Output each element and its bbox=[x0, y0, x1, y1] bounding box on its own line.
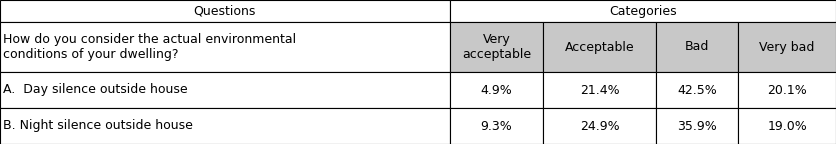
Text: Questions: Questions bbox=[194, 4, 256, 18]
Bar bbox=[0, 22, 450, 72]
Text: 21.4%: 21.4% bbox=[580, 84, 619, 96]
Bar bbox=[0, 108, 450, 144]
Text: Bad: Bad bbox=[685, 40, 710, 54]
Bar bbox=[738, 72, 836, 108]
Bar bbox=[450, 0, 836, 22]
Bar bbox=[450, 72, 543, 108]
Text: 42.5%: 42.5% bbox=[677, 84, 717, 96]
Text: 20.1%: 20.1% bbox=[767, 84, 807, 96]
Text: Very bad: Very bad bbox=[759, 40, 815, 54]
Bar bbox=[0, 72, 450, 108]
Text: How do you consider the actual environmental
conditions of your dwelling?: How do you consider the actual environme… bbox=[3, 33, 296, 61]
Bar bbox=[543, 22, 656, 72]
Bar bbox=[656, 108, 738, 144]
Bar bbox=[738, 108, 836, 144]
Text: Acceptable: Acceptable bbox=[565, 40, 635, 54]
Bar bbox=[0, 0, 450, 22]
Bar bbox=[450, 22, 543, 72]
Text: 9.3%: 9.3% bbox=[481, 120, 512, 132]
Text: 24.9%: 24.9% bbox=[580, 120, 619, 132]
Bar bbox=[656, 72, 738, 108]
Bar bbox=[543, 108, 656, 144]
Text: Very
acceptable: Very acceptable bbox=[462, 33, 531, 61]
Text: B. Night silence outside house: B. Night silence outside house bbox=[3, 120, 193, 132]
Text: A.  Day silence outside house: A. Day silence outside house bbox=[3, 84, 187, 96]
Text: 19.0%: 19.0% bbox=[767, 120, 807, 132]
Text: Categories: Categories bbox=[609, 4, 676, 18]
Bar bbox=[738, 22, 836, 72]
Bar bbox=[656, 22, 738, 72]
Bar bbox=[543, 72, 656, 108]
Text: 4.9%: 4.9% bbox=[481, 84, 512, 96]
Text: 35.9%: 35.9% bbox=[677, 120, 717, 132]
Bar bbox=[450, 108, 543, 144]
